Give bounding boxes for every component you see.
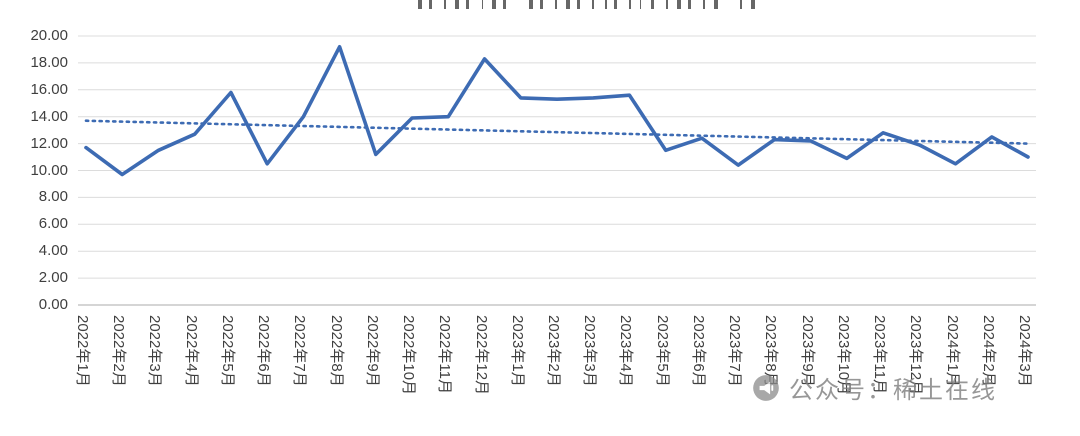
x-axis-label: 2023年11月 xyxy=(871,315,889,394)
x-axis-label: 2023年10月 xyxy=(834,315,852,396)
x-axis-label: 2023年1月 xyxy=(508,315,526,387)
clipped-chart-title-mask xyxy=(418,0,758,9)
x-axis-label: 2023年2月 xyxy=(545,315,562,387)
y-axis-label: 8.00 xyxy=(38,188,68,206)
x-axis-label: 2022年7月 xyxy=(291,315,309,387)
x-axis-label: 2023年9月 xyxy=(798,315,816,387)
y-axis-label: 4.00 xyxy=(38,242,68,260)
y-axis-label: 0.00 xyxy=(38,296,68,313)
x-axis-label: 2023年8月 xyxy=(762,315,780,387)
x-axis-label: 2022年4月 xyxy=(182,315,200,387)
y-axis-label: 12.00 xyxy=(30,134,68,152)
x-axis-label: 2023年5月 xyxy=(653,315,671,387)
y-axis-label: 6.00 xyxy=(38,215,68,233)
x-axis-label: 2022年3月 xyxy=(146,315,164,387)
y-axis-label: 14.00 xyxy=(30,107,68,125)
x-axis-label: 2022年12月 xyxy=(472,315,490,396)
x-axis-label: 2022年6月 xyxy=(255,315,273,387)
x-axis-label: 2023年7月 xyxy=(726,315,744,387)
y-axis-label: 2.00 xyxy=(38,269,68,287)
x-axis-label: 2022年9月 xyxy=(363,315,381,387)
x-axis-label: 2023年12月 xyxy=(907,315,925,396)
x-axis-label: 2024年3月 xyxy=(1016,315,1033,387)
y-axis-label: 10.00 xyxy=(30,161,68,179)
y-axis-label: 20.00 xyxy=(30,27,68,44)
x-axis-label: 2022年5月 xyxy=(218,315,236,387)
x-axis-label: 2023年6月 xyxy=(689,315,707,387)
x-axis-label: 2022年1月 xyxy=(74,315,91,387)
x-axis-label: 2022年11月 xyxy=(436,315,454,394)
x-axis-label: 2022年8月 xyxy=(327,315,345,387)
x-axis-label: 2022年2月 xyxy=(110,315,128,387)
x-axis-label: 2024年1月 xyxy=(943,315,961,387)
y-axis-label: 16.00 xyxy=(30,80,68,98)
clipped-chart-title xyxy=(418,0,758,9)
x-axis-label: 2023年4月 xyxy=(617,315,635,387)
x-axis-label: 2022年10月 xyxy=(400,315,418,396)
x-axis-label: 2023年3月 xyxy=(581,315,599,387)
y-axis-label: 18.00 xyxy=(30,53,68,71)
x-axis-label: 2024年2月 xyxy=(979,315,997,387)
